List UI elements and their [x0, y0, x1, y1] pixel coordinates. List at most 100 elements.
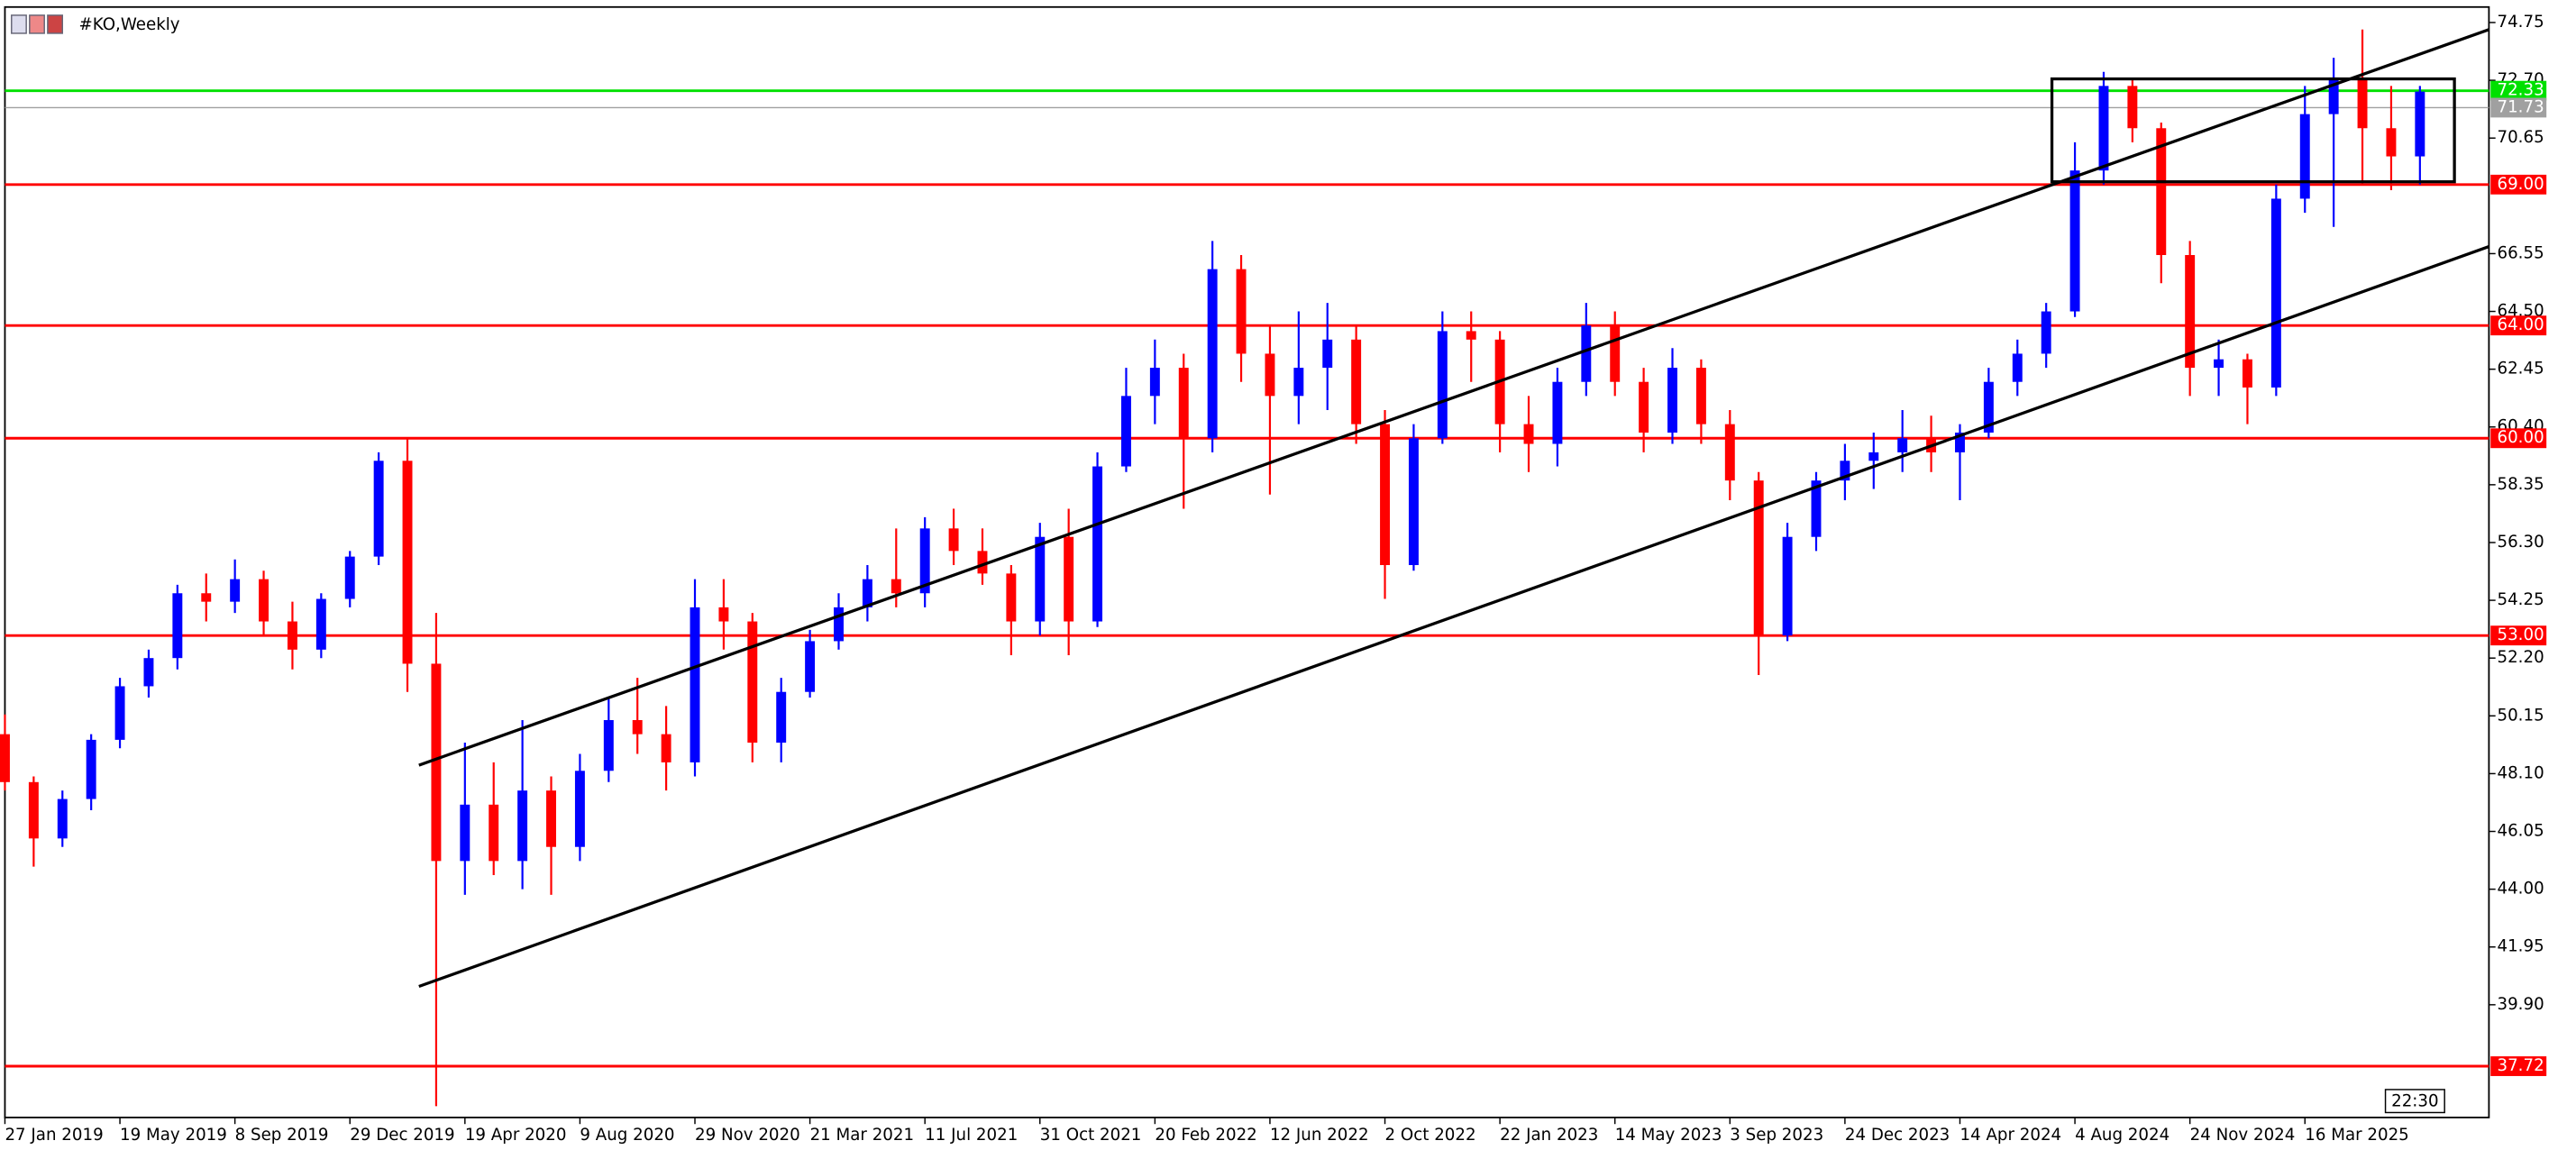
candle-body — [718, 607, 729, 622]
y-tick-label: 70.65 — [2498, 128, 2544, 147]
price-label-box — [2490, 428, 2547, 449]
candle-body — [862, 579, 872, 607]
candle-body — [1178, 368, 1189, 439]
x-tick-label: 4 Aug 2024 — [2075, 1126, 2170, 1145]
y-tick-label: 41.95 — [2498, 937, 2544, 956]
candle-body — [1840, 461, 1850, 481]
candle-body — [1035, 536, 1046, 622]
candle-body — [2012, 353, 2023, 382]
plot-frame — [4, 5, 2490, 1118]
x-tick-label: 3 Sep 2023 — [1730, 1126, 1823, 1145]
candle-body — [661, 734, 671, 762]
price-label: 69.00 — [2498, 175, 2544, 194]
candle-body — [1380, 424, 1391, 565]
candle-body — [747, 621, 758, 744]
y-tick-label: 44.00 — [2498, 880, 2544, 899]
candle-body — [1466, 331, 1476, 340]
candle-body — [1983, 381, 1994, 433]
candle-body — [1265, 353, 1275, 397]
candle-body — [1006, 573, 1017, 622]
price-label: 71.73 — [2498, 97, 2544, 116]
x-tick-label: 19 Apr 2020 — [465, 1126, 567, 1145]
price-label-box — [2490, 315, 2547, 336]
candle-body — [546, 790, 556, 847]
candle-body — [344, 556, 355, 599]
price-label-box — [2490, 97, 2547, 118]
candle-body — [2270, 198, 2281, 388]
candle-body — [1437, 331, 1448, 439]
price-label: 60.00 — [2498, 428, 2544, 447]
candle-body — [2041, 311, 2051, 354]
candle-body — [1955, 433, 1965, 452]
y-tick-label: 62.45 — [2498, 360, 2544, 379]
candle-body — [373, 461, 384, 557]
candle-body — [891, 579, 901, 594]
x-tick-label: 9 Aug 2020 — [580, 1126, 674, 1145]
candle-body — [2242, 359, 2252, 388]
candle-body — [776, 691, 787, 744]
price-label: 37.72 — [2498, 1056, 2544, 1075]
candle-body — [489, 804, 499, 862]
candle-body — [1149, 368, 1160, 397]
candle-body — [1811, 480, 1822, 537]
x-tick-label: 8 Sep 2019 — [235, 1126, 329, 1145]
x-tick-label: 14 May 2023 — [1615, 1126, 1722, 1145]
chart-title: #KO,Weekly — [78, 15, 179, 34]
candle-body — [1293, 368, 1304, 397]
candle-body — [1351, 339, 1362, 424]
candle-body — [57, 799, 68, 839]
x-tick-label: 16 Mar 2025 — [2305, 1126, 2409, 1145]
time-label: 22:30 — [2391, 1092, 2439, 1111]
candle-body — [2299, 114, 2310, 199]
y-tick-label: 56.30 — [2498, 533, 2544, 552]
y-tick-label: 48.10 — [2498, 763, 2544, 782]
symbol-icon — [11, 14, 63, 34]
price-label-box — [2490, 80, 2547, 101]
candle-body — [1236, 269, 1247, 354]
candle-body — [948, 528, 959, 552]
x-tick-label: 11 Jul 2021 — [925, 1126, 1018, 1145]
candle-body — [977, 551, 988, 574]
price-label-box — [2490, 1056, 2547, 1076]
candle-body — [2156, 128, 2167, 255]
candle-body — [1064, 536, 1074, 622]
candle-body — [143, 658, 154, 687]
x-tick-label: 24 Nov 2024 — [2190, 1126, 2296, 1145]
y-tick-label: 54.25 — [2498, 590, 2544, 609]
price-label: 53.00 — [2498, 625, 2544, 644]
candle-body — [805, 641, 816, 692]
candle-body — [1581, 325, 1592, 382]
y-tick-label: 74.75 — [2498, 13, 2544, 32]
candle-body — [1868, 452, 1879, 461]
y-tick-label: 39.90 — [2498, 995, 2544, 1014]
candle-body — [1552, 381, 1563, 444]
candle-body — [114, 686, 125, 740]
candle-body — [2069, 170, 2080, 312]
x-tick-label: 12 Jun 2022 — [1270, 1126, 1369, 1145]
candle-body — [1753, 480, 1764, 636]
price-label-box — [2490, 625, 2547, 646]
candle-body — [1408, 438, 1419, 565]
candle-body — [172, 593, 183, 659]
candle-body — [230, 579, 241, 602]
candle-body — [632, 719, 643, 735]
candle-body — [201, 593, 212, 602]
trend-line — [418, 245, 2489, 989]
x-tick-label: 24 Dec 2023 — [1845, 1126, 1950, 1145]
candle-body — [315, 598, 326, 650]
candle-body — [259, 579, 269, 622]
candle-body — [919, 528, 930, 594]
candle-body — [1523, 424, 1534, 444]
candle-body — [0, 734, 10, 782]
candle-body — [1639, 381, 1649, 433]
y-tick-label: 66.55 — [2498, 243, 2544, 262]
y-tick-label: 52.20 — [2498, 648, 2544, 667]
candle-body — [1695, 368, 1706, 424]
trend-line — [418, 28, 2489, 767]
candle-body — [431, 663, 442, 862]
candle-body — [1207, 269, 1218, 439]
candle-body — [2185, 254, 2196, 369]
